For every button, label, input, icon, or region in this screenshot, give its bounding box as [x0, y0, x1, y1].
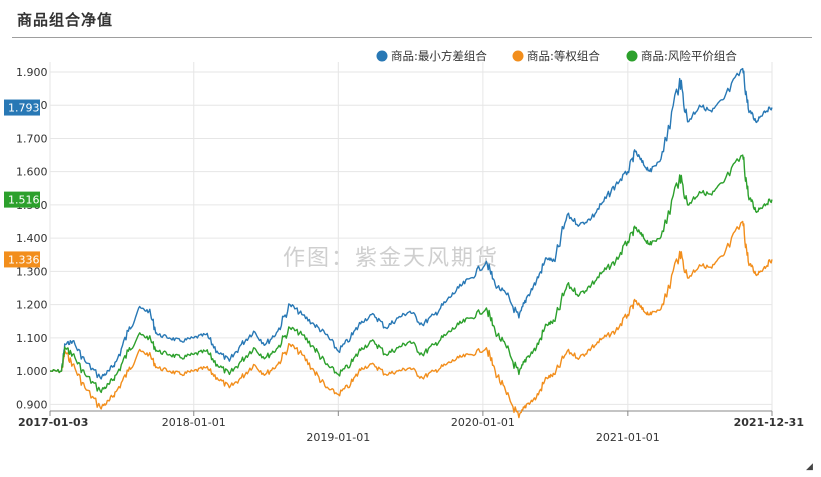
- y-tick-label: 1.300: [16, 265, 48, 278]
- last-value-text-3: 1.516: [8, 194, 40, 207]
- grid-lines: [49, 62, 773, 411]
- legend-marker-2: [512, 50, 524, 62]
- watermark: 作图：紫金天风期货: [283, 246, 499, 271]
- x-tick-label: 2021-01-01: [596, 431, 660, 444]
- legend-label-2: 商品:等权组合: [527, 49, 600, 63]
- y-tick-label: 1.600: [16, 166, 48, 179]
- y-tick-label: 0.900: [16, 398, 48, 411]
- legend-label-3: 商品:风险平价组合: [641, 49, 737, 63]
- legend: 商品:最小方差组合 商品:等权组合 商品:风险平价组合: [376, 49, 737, 63]
- x-tick-label: 2020-01-01: [451, 416, 515, 429]
- last-value-text-1: 1.793: [8, 102, 40, 115]
- last-value-text-2: 1.336: [8, 253, 40, 266]
- legend-marker-3: [626, 50, 638, 62]
- series-line-2: [50, 220, 773, 419]
- y-axis: 1.9001.8001.7001.6001.5001.4001.3001.200…: [16, 66, 48, 411]
- legend-label-1: 商品:最小方差组合: [391, 49, 487, 63]
- y-tick-label: 1.000: [16, 365, 48, 378]
- last-value-badge-3: [4, 191, 40, 208]
- y-tick-label: 1.100: [16, 332, 48, 345]
- x-tick-label: 2021-12-31: [734, 416, 804, 429]
- y-tick-label: 1.200: [16, 299, 48, 312]
- x-tick-label: 2018-01-01: [162, 416, 226, 429]
- y-tick-label: 1.400: [16, 232, 48, 245]
- chart-title: 商品组合净值: [17, 11, 114, 29]
- last-value-badge-2: [4, 251, 40, 268]
- y-tick-label: 1.900: [16, 66, 48, 79]
- x-axis: 2017-01-03 2018-01-01 2019-01-01 2020-01-01…: [18, 410, 804, 444]
- series-line-1: [50, 67, 773, 380]
- legend-marker-1: [376, 50, 388, 62]
- series-lines: [50, 67, 773, 419]
- last-value-badge-1: [4, 99, 40, 116]
- x-tick-label: 2019-01-01: [306, 431, 370, 444]
- last-value-labels: 1.793 1.336 1.516: [4, 99, 40, 268]
- series-line-3: [50, 154, 773, 394]
- resize-handle-icon[interactable]: ◢: [806, 462, 813, 472]
- title-divider: [12, 37, 812, 38]
- x-tick-label: 2017-01-03: [18, 416, 88, 429]
- y-tick-label: 1.700: [16, 132, 48, 145]
